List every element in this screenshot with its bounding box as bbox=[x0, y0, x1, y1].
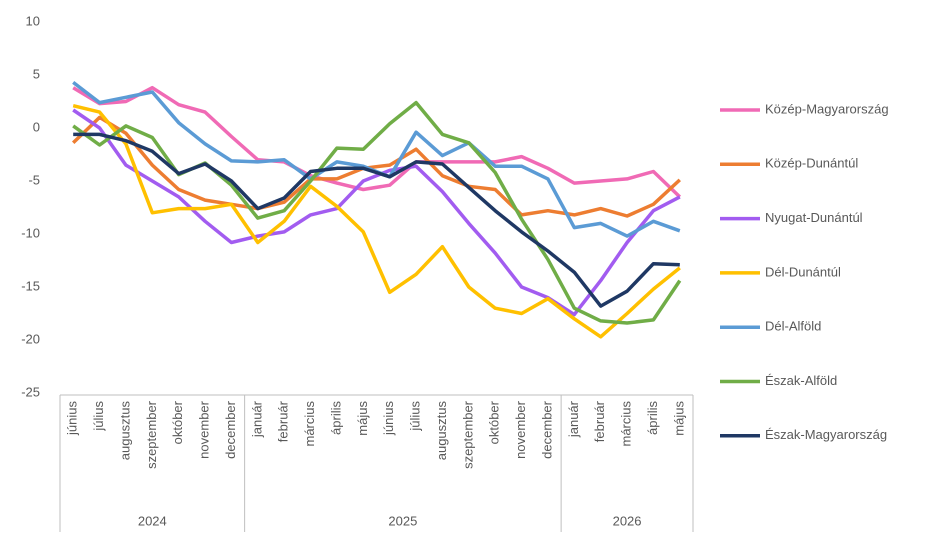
x-tick-label: május bbox=[671, 401, 686, 436]
x-tick-label: április bbox=[645, 401, 660, 435]
x-tick-label: július bbox=[91, 401, 106, 432]
x-tick-label: október bbox=[170, 400, 185, 444]
x-tick-label: január bbox=[249, 400, 264, 438]
series-line bbox=[72, 103, 681, 339]
y-tick-label: -25 bbox=[21, 384, 40, 399]
x-tick-label: október bbox=[487, 400, 502, 444]
x-tick-label: június bbox=[381, 401, 396, 436]
year-label: 2025 bbox=[388, 513, 417, 528]
y-tick-label: 0 bbox=[33, 119, 40, 134]
series-line bbox=[71, 115, 681, 218]
legend-label: Közép-Dunántúl bbox=[765, 156, 858, 171]
y-tick-label: -15 bbox=[21, 278, 40, 293]
x-tick-label: január bbox=[566, 400, 581, 438]
y-tick-label: 10 bbox=[26, 13, 40, 28]
x-tick-label: augusztus bbox=[434, 401, 449, 461]
legend-label: Dél-Dunántúl bbox=[765, 264, 841, 279]
legend-label: Észak-Magyarország bbox=[765, 427, 887, 442]
year-label: 2026 bbox=[613, 513, 642, 528]
legend-label: Közép-Magyarország bbox=[765, 101, 889, 116]
x-tick-label: szeptember bbox=[144, 400, 159, 469]
x-tick-label: március bbox=[302, 401, 317, 447]
y-tick-label: -5 bbox=[28, 172, 40, 187]
x-tick-label: április bbox=[328, 401, 343, 435]
x-tick-label: június bbox=[65, 401, 80, 436]
x-tick-label: augusztus bbox=[117, 401, 132, 461]
x-tick-label: július bbox=[408, 401, 423, 432]
x-tick-label: november bbox=[197, 400, 212, 458]
x-tick-label: március bbox=[619, 401, 634, 447]
x-tick-label: február bbox=[276, 400, 291, 442]
y-tick-label: 5 bbox=[33, 66, 40, 81]
y-tick-label: -20 bbox=[21, 331, 40, 346]
series-line bbox=[73, 132, 680, 308]
x-tick-label: február bbox=[592, 400, 607, 442]
year-label: 2024 bbox=[138, 513, 167, 528]
legend-label: Dél-Alföld bbox=[765, 319, 821, 334]
series-line bbox=[72, 85, 682, 199]
x-tick-label: május bbox=[355, 401, 370, 436]
legend-label: Észak-Alföld bbox=[765, 373, 837, 388]
x-tick-label: szeptember bbox=[460, 400, 475, 469]
x-tick-label: november bbox=[513, 400, 528, 458]
x-tick-label: december bbox=[539, 400, 554, 458]
legend-label: Nyugat-Dunántúl bbox=[765, 210, 863, 225]
x-tick-label: december bbox=[223, 400, 238, 458]
y-tick-label: -10 bbox=[21, 225, 40, 240]
